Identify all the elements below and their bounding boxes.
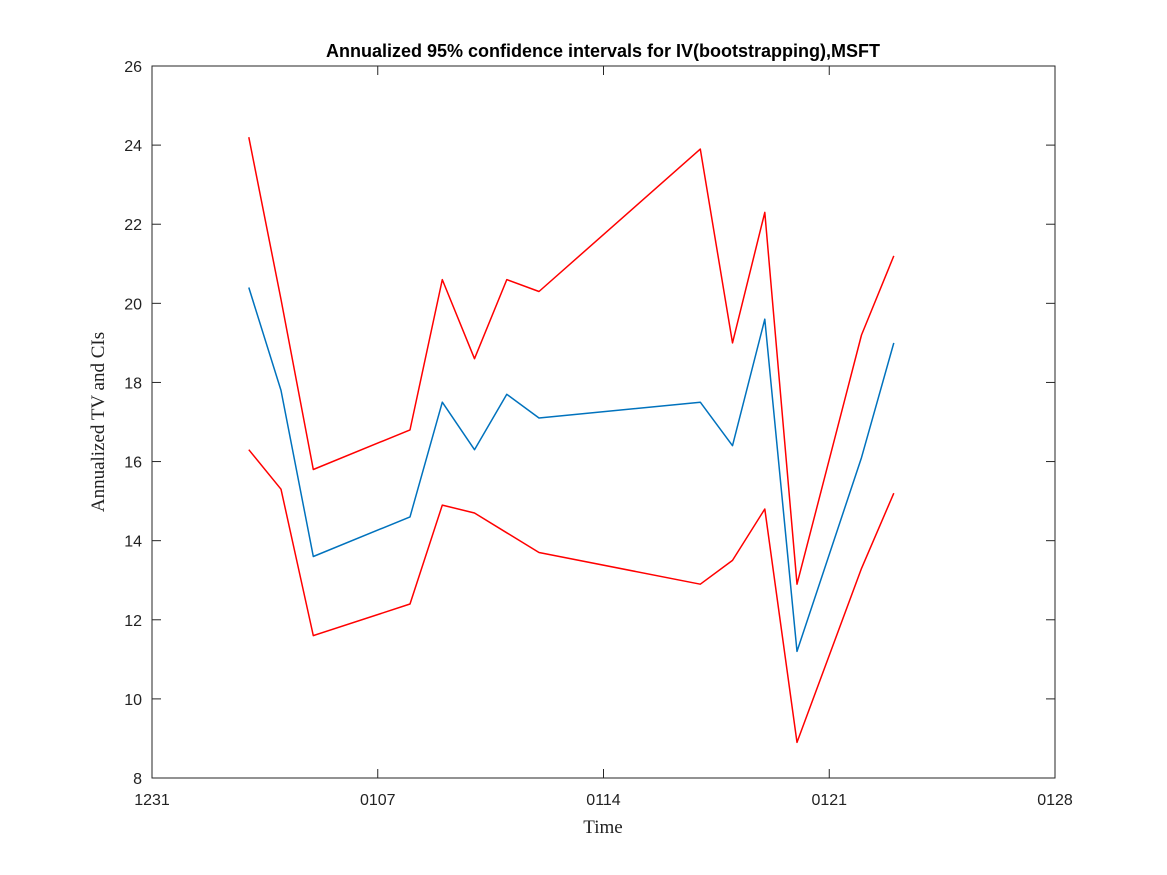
y-tick-label: 18 — [124, 375, 142, 392]
x-tick-label: 0121 — [811, 792, 847, 809]
y-tick-label: 24 — [124, 138, 142, 155]
y-tick-label: 16 — [124, 455, 142, 472]
y-tick-label: 20 — [124, 296, 142, 313]
y-tick-label: 12 — [124, 613, 142, 630]
y-tick-label: 10 — [124, 692, 142, 709]
series-line-2 — [248, 287, 895, 653]
x-tick-label: 0107 — [360, 792, 396, 809]
x-axis-label: Time — [583, 817, 622, 838]
series-lines — [248, 137, 895, 744]
x-tick-label: 0114 — [586, 792, 621, 809]
y-axis: 8 10 12 14 16 18 20 22 24 26 — [124, 59, 1055, 788]
y-tick-label: 14 — [124, 534, 142, 551]
y-tick-label: 22 — [124, 217, 142, 234]
chart-title: Annualized 95% confidence intervals for … — [326, 41, 880, 61]
y-tick-label: 26 — [124, 59, 142, 76]
series-line-3 — [248, 449, 895, 744]
x-tick-label: 0128 — [1037, 792, 1073, 809]
series-line-1 — [248, 137, 895, 585]
x-axis: 1231 0107 0114 0121 0128 — [134, 66, 1073, 809]
y-tick-label: 8 — [133, 771, 142, 788]
x-tick-label: 1231 — [134, 792, 170, 809]
y-axis-label: Annualized TV and CIs — [88, 332, 109, 512]
